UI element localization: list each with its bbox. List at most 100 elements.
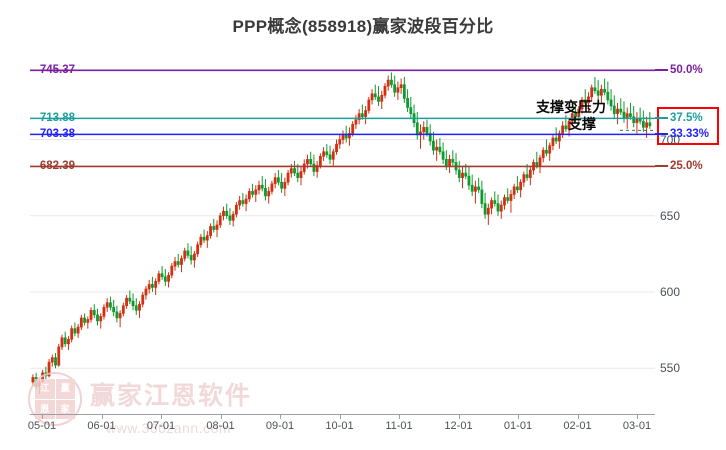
candle-body: [186, 250, 190, 256]
candle-body: [267, 191, 271, 197]
candle-body: [641, 120, 645, 128]
candle-body: [464, 172, 468, 177]
candle-body: [541, 149, 545, 159]
candle-body: [76, 326, 80, 334]
x-axis-tick: [637, 414, 638, 419]
fib-price-label: 682.39: [39, 160, 75, 173]
page-title: PPP概念(858918)赢家波段百分比: [232, 17, 494, 36]
candle-body: [538, 157, 542, 166]
candle-body: [344, 134, 348, 139]
candle-body: [580, 99, 584, 110]
candle-body: [325, 151, 329, 156]
candle-body: [83, 317, 86, 323]
candle-body: [596, 90, 600, 96]
candle-body: [629, 113, 632, 117]
candle-body: [109, 302, 112, 308]
candle-body: [306, 159, 309, 165]
candle-body: [545, 149, 548, 154]
candle-body: [296, 172, 300, 178]
candle-body: [73, 328, 77, 334]
candle-body: [377, 96, 380, 102]
candle-body: [264, 188, 267, 197]
candle-body: [422, 127, 426, 133]
candle-body: [354, 119, 358, 125]
candle-body: [79, 317, 83, 328]
candle-body: [251, 191, 254, 195]
candle-body: [441, 151, 445, 160]
candle-body: [234, 204, 238, 215]
candle-body: [474, 186, 477, 192]
candle-body: [199, 236, 203, 246]
candle-body: [616, 108, 619, 114]
candle-body: [432, 140, 435, 151]
y-axis-tick-label: 600: [660, 285, 681, 300]
candle-body: [622, 111, 626, 119]
x-axis-tick: [339, 414, 341, 419]
x-axis-tick: [220, 414, 222, 419]
candle-body: [102, 306, 106, 317]
candle-body: [180, 258, 183, 265]
candle-body: [512, 186, 516, 195]
candle-body: [380, 95, 384, 102]
x-axis-tick-label: 01-01: [503, 420, 533, 432]
candle-body: [151, 284, 154, 288]
candle-body: [483, 203, 487, 215]
candle-body: [218, 215, 222, 226]
candlestick-series: [31, 72, 652, 395]
candle-body: [47, 361, 51, 377]
candle-body: [163, 276, 167, 282]
candle-body: [276, 177, 280, 183]
candle-body: [467, 175, 471, 186]
candle-body: [383, 85, 387, 96]
candle-body: [470, 184, 474, 192]
candle-body: [528, 169, 532, 178]
candle-body: [247, 191, 251, 200]
candle-body: [632, 116, 636, 124]
candle-body: [302, 163, 306, 172]
candle-body: [115, 311, 119, 319]
candle-body: [348, 133, 351, 139]
candle-body: [606, 91, 610, 101]
candle-body: [54, 357, 57, 366]
x-axis-tick: [101, 414, 103, 419]
fib-label-connector: [655, 165, 668, 168]
candle-body: [551, 137, 555, 146]
candle-body: [260, 184, 264, 189]
candle-body: [351, 123, 355, 134]
candle-body: [283, 181, 287, 189]
candle-body: [222, 210, 225, 217]
candle-body: [461, 172, 464, 178]
fib-label-connector: [655, 117, 668, 120]
candle-body: [444, 159, 448, 166]
candlestick-plot[interactable]: [30, 45, 655, 414]
candle-body: [373, 93, 377, 98]
candle-body: [244, 198, 248, 204]
candle-body: [425, 127, 429, 134]
candle-body: [525, 174, 529, 178]
candle-body: [393, 84, 397, 93]
x-axis-tick-label: 09-01: [265, 420, 295, 432]
candle-body: [60, 337, 64, 348]
candle-body: [457, 169, 461, 178]
candle-body: [360, 113, 364, 117]
candle-body: [496, 203, 500, 212]
candle-body: [570, 113, 574, 122]
candle-body: [89, 310, 93, 320]
candle-body: [37, 381, 41, 387]
candle-body: [519, 181, 523, 191]
candle-body: [170, 265, 174, 276]
candle-body: [587, 96, 590, 104]
fib-percent-label: 50.0%: [670, 64, 703, 77]
candle-body: [309, 159, 313, 165]
candle-body: [499, 204, 503, 212]
candle-body: [477, 186, 481, 191]
candle-body: [241, 200, 245, 204]
candle-body: [289, 168, 293, 174]
candle-body: [331, 151, 335, 160]
candle-body: [131, 300, 135, 307]
x-axis-tick: [577, 414, 579, 419]
chart-annotation: 支撑变压力: [536, 99, 606, 115]
candle-body: [312, 163, 316, 172]
candle-body: [154, 281, 158, 288]
candle-body: [357, 113, 361, 121]
